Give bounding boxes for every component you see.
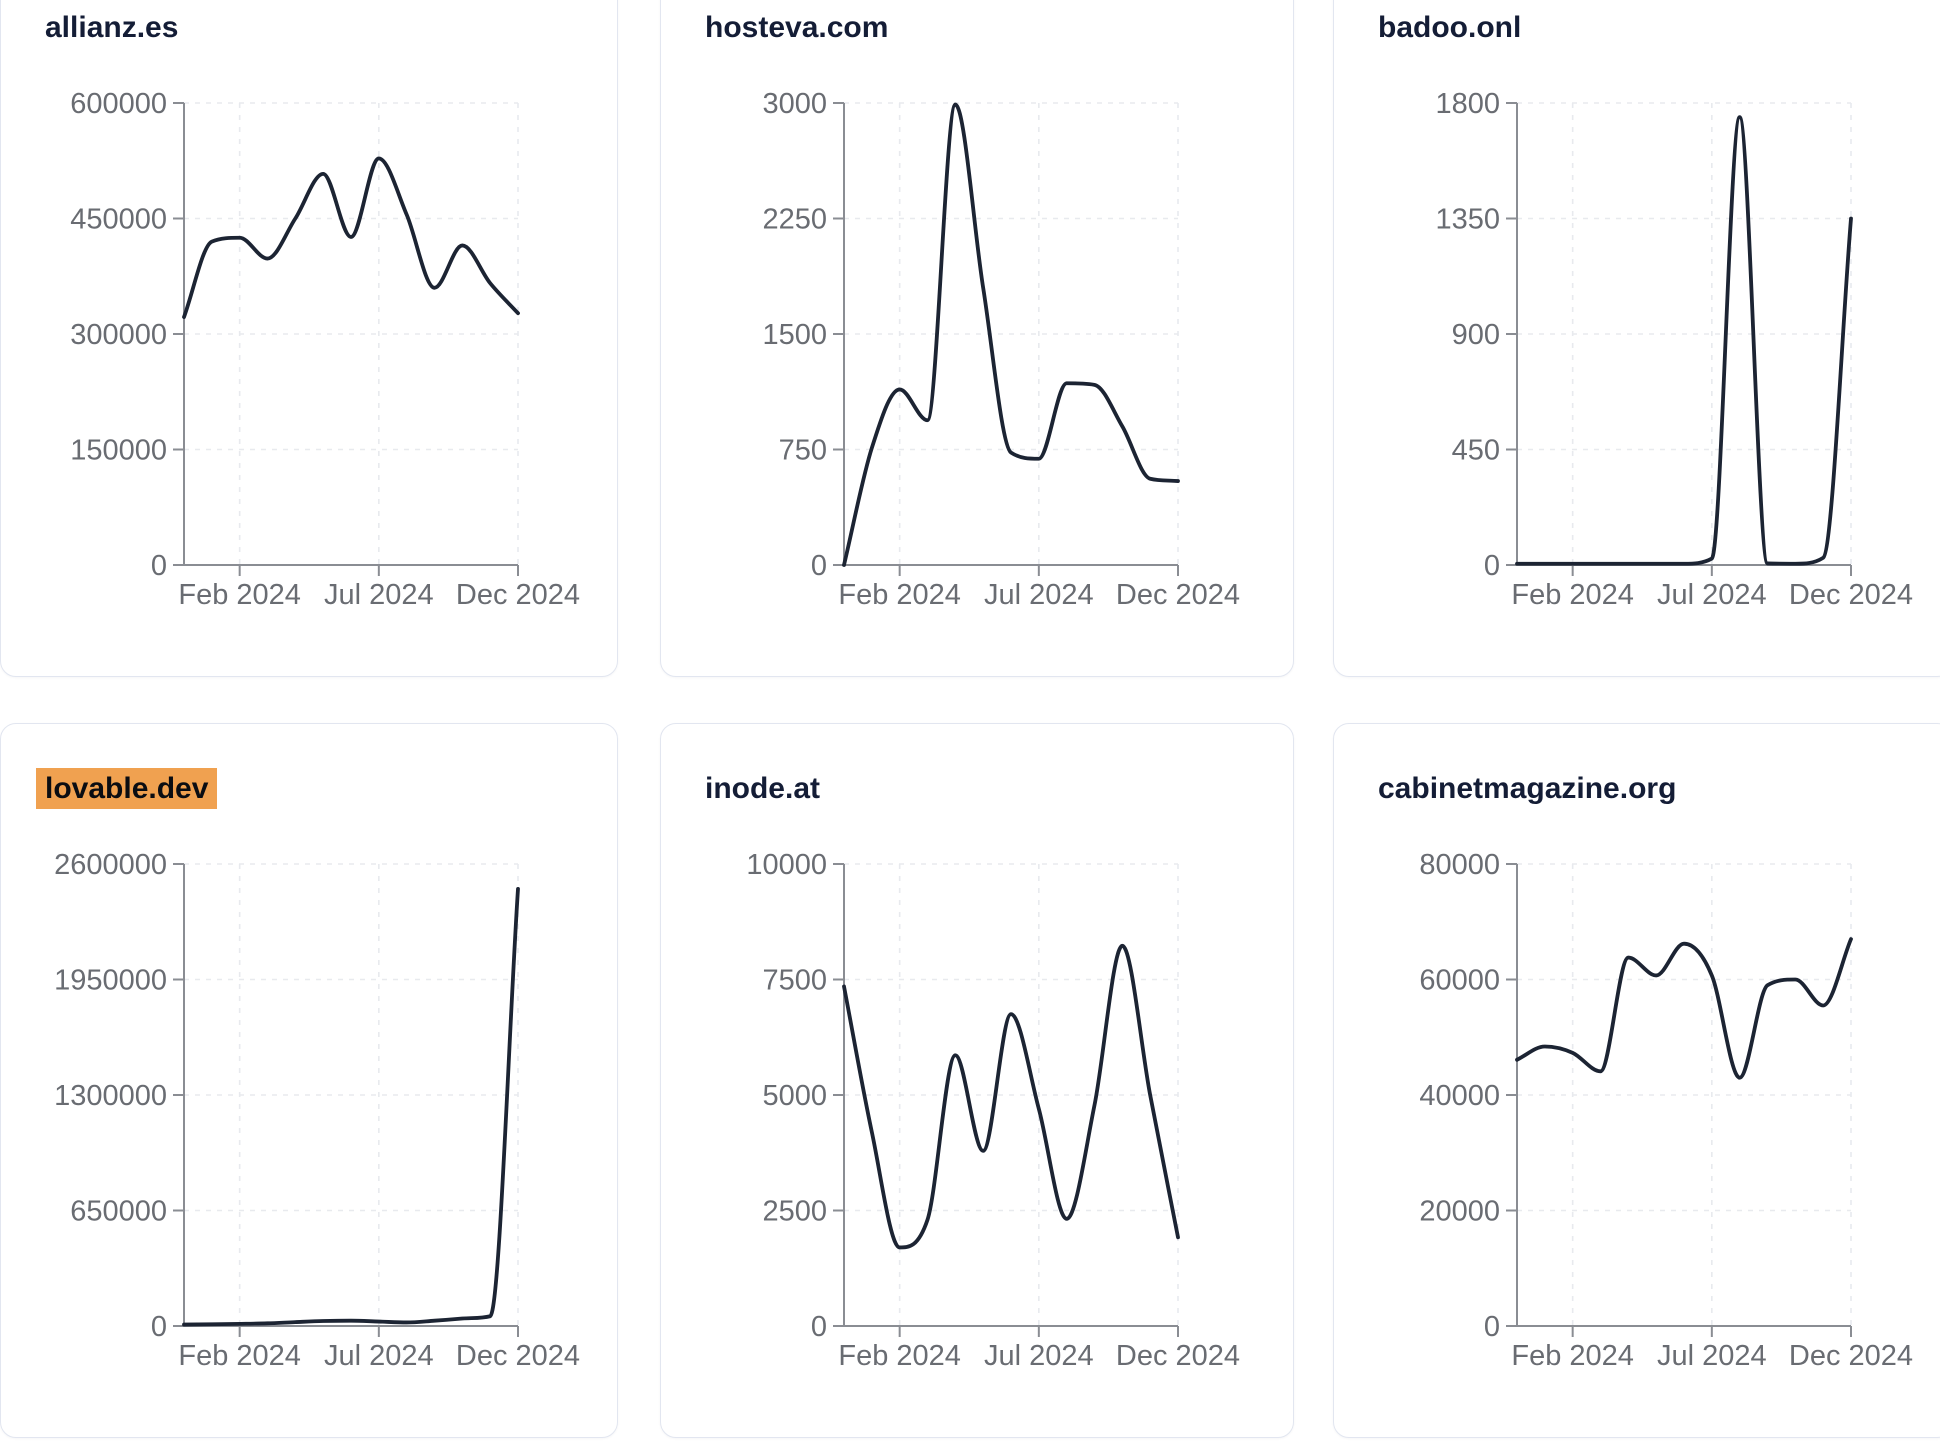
- traffic-chart[interactable]: 80000 60000 40000 20000 0 Feb 2024 Jul 2024 Dec…: [1334, 724, 1940, 1439]
- chart-card-inode[interactable]: inode.at 10000 7500 5000 2500 0 Feb 2024 Jul 2…: [660, 723, 1294, 1438]
- card-title[interactable]: inode.at: [696, 772, 829, 806]
- domain-name[interactable]: cabinetmagazine.org: [1378, 772, 1677, 805]
- y-tick-label: 750: [779, 435, 827, 467]
- traffic-chart[interactable]: 1800 1350 900 450 0 Feb 2024 Jul 2024 Dec 2024: [1334, 0, 1940, 678]
- y-tick-label: 1350: [1435, 204, 1500, 236]
- domain-name[interactable]: allianz.es: [45, 11, 179, 44]
- traffic-chart[interactable]: 3000 2250 1500 750 0 Feb 2024 Jul 2024 Dec 2024: [661, 0, 1279, 678]
- y-tick-label: 450000: [70, 204, 167, 236]
- y-tick-label: 2500: [762, 1196, 827, 1228]
- chart-line: [842, 943, 1180, 1250]
- chart-line: [182, 156, 520, 319]
- chart-line: [1515, 937, 1853, 1080]
- x-tick-label: Feb 2024: [1511, 579, 1634, 611]
- card-title[interactable]: badoo.onl: [1369, 11, 1530, 45]
- domain-name[interactable]: inode.at: [705, 772, 821, 805]
- y-tick-label: 1500: [762, 319, 827, 351]
- y-tick-label: 7500: [762, 965, 827, 997]
- y-tick-label: 10000: [746, 849, 827, 881]
- domain-name[interactable]: lovable.dev: [36, 768, 218, 809]
- y-tick-label: 0: [811, 1311, 827, 1343]
- chart-card-cabinetmagazine[interactable]: cabinetmagazine.org 80000 60000 40000 20000…: [1333, 723, 1940, 1438]
- x-tick-label: Jul 2024: [324, 579, 434, 611]
- y-tick-label: 40000: [1419, 1080, 1500, 1112]
- y-tick-label: 1800: [1435, 88, 1500, 120]
- x-tick-label: Dec 2024: [1116, 579, 1240, 611]
- y-tick-label: 80000: [1419, 849, 1500, 881]
- y-tick-label: 5000: [762, 1080, 827, 1112]
- domain-name[interactable]: hosteva.com: [705, 11, 889, 44]
- card-title[interactable]: allianz.es: [36, 11, 187, 45]
- x-tick-label: Feb 2024: [838, 1340, 961, 1372]
- chart-card-badoo[interactable]: badoo.onl 1800 1350 900 450 0 Feb 2024 Jul 202…: [1333, 0, 1940, 677]
- traffic-chart[interactable]: 10000 7500 5000 2500 0 Feb 2024 Jul 2024 Dec 20…: [661, 724, 1279, 1439]
- y-tick-label: 20000: [1419, 1196, 1500, 1228]
- y-tick-label: 3000: [762, 88, 827, 120]
- chart-card-lovable[interactable]: lovable.dev 2600000 1950000 1300000 650000 0…: [0, 723, 618, 1438]
- x-tick-label: Dec 2024: [456, 579, 580, 611]
- card-title[interactable]: cabinetmagazine.org: [1369, 772, 1685, 806]
- y-tick-label: 0: [151, 1311, 167, 1343]
- y-tick-label: 0: [811, 550, 827, 582]
- y-tick-label: 60000: [1419, 965, 1500, 997]
- chart-line: [182, 886, 520, 1327]
- y-tick-label: 2250: [762, 204, 827, 236]
- chart-line: [1515, 115, 1853, 566]
- x-tick-label: Jul 2024: [984, 579, 1094, 611]
- x-tick-label: Jul 2024: [1657, 579, 1767, 611]
- traffic-chart[interactable]: 600000 450000 300000 150000 0 Feb 2024 Jul 202…: [1, 0, 619, 678]
- card-title[interactable]: hosteva.com: [696, 11, 897, 45]
- y-tick-label: 1300000: [54, 1080, 167, 1112]
- x-tick-label: Dec 2024: [1116, 1340, 1240, 1372]
- y-tick-label: 300000: [70, 319, 167, 351]
- x-tick-label: Dec 2024: [1789, 1340, 1913, 1372]
- chart-card-hosteva[interactable]: hosteva.com 3000 2250 1500 750 0 Feb 2024 Jul …: [660, 0, 1294, 677]
- x-tick-label: Jul 2024: [324, 1340, 434, 1372]
- y-tick-label: 0: [1484, 550, 1500, 582]
- chart-card-allianz[interactable]: allianz.es 600000 450000 300000 150000 0 Feb …: [0, 0, 618, 677]
- y-tick-label: 600000: [70, 88, 167, 120]
- y-tick-label: 2600000: [54, 849, 167, 881]
- x-tick-label: Feb 2024: [1511, 1340, 1634, 1372]
- x-tick-label: Jul 2024: [1657, 1340, 1767, 1372]
- x-tick-label: Feb 2024: [838, 579, 961, 611]
- y-tick-label: 900: [1452, 319, 1500, 351]
- y-tick-label: 150000: [70, 435, 167, 467]
- card-title[interactable]: lovable.dev: [36, 768, 218, 809]
- x-tick-label: Dec 2024: [456, 1340, 580, 1372]
- y-tick-label: 1950000: [54, 965, 167, 997]
- y-tick-label: 450: [1452, 435, 1500, 467]
- y-tick-label: 0: [151, 550, 167, 582]
- x-tick-label: Dec 2024: [1789, 579, 1913, 611]
- x-tick-label: Feb 2024: [178, 1340, 301, 1372]
- x-tick-label: Jul 2024: [984, 1340, 1094, 1372]
- domain-name[interactable]: badoo.onl: [1378, 11, 1522, 44]
- y-tick-label: 650000: [70, 1196, 167, 1228]
- x-tick-label: Feb 2024: [178, 579, 301, 611]
- traffic-chart[interactable]: 2600000 1950000 1300000 650000 0 Feb 2024 Jul …: [1, 724, 619, 1439]
- chart-line: [842, 102, 1180, 567]
- y-tick-label: 0: [1484, 1311, 1500, 1343]
